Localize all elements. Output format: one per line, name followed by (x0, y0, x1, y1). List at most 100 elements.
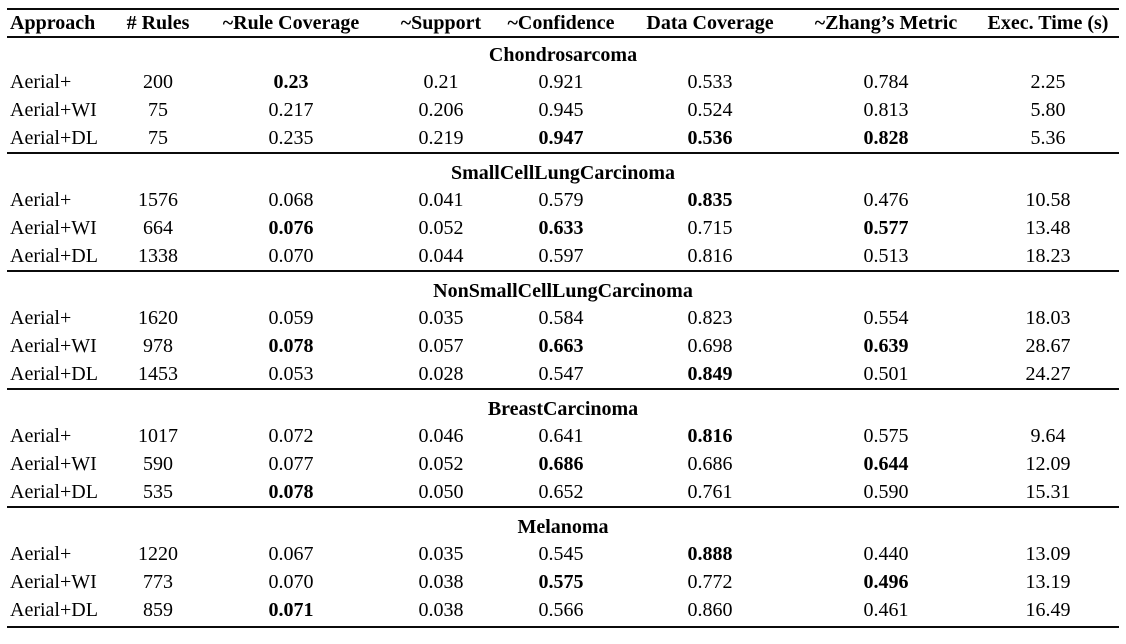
value-cell: 0.584 (538, 307, 584, 329)
value-cell: 590 (143, 453, 173, 475)
table-row: Aerial+DL 535 0.078 0.050 0.652 0.761 0.590 15.… (7, 478, 1119, 507)
value-cell: 1620 (138, 307, 178, 329)
value-cell: 0.641 (538, 425, 584, 447)
value-cell: 664 (143, 217, 173, 239)
approach-cell: Aerial+DL (10, 363, 98, 385)
section-title-row: Melanoma (7, 506, 1119, 540)
value-cell: 978 (143, 335, 173, 357)
value-cell: 0.035 (418, 543, 464, 565)
value-cell: 12.09 (1025, 453, 1071, 475)
table-row: Aerial+ 1576 0.068 0.041 0.579 0.835 0.476 10.5… (7, 186, 1119, 214)
value-cell: 0.071 (268, 599, 314, 621)
value-cell: 0.536 (687, 127, 733, 149)
table-row: Aerial+DL 859 0.071 0.038 0.566 0.860 0.461 16.… (7, 596, 1119, 627)
value-cell: 0.888 (687, 543, 733, 565)
value-cell: 0.078 (268, 481, 314, 503)
value-cell: 200 (143, 71, 173, 93)
value-cell: 0.072 (268, 425, 314, 447)
value-cell: 0.041 (418, 189, 464, 211)
value-cell: 0.547 (538, 363, 584, 385)
value-cell: 0.652 (538, 481, 584, 503)
results-table: Approach # Rules ~Rule Coverage ~Support ~Co… (7, 8, 1119, 628)
value-cell: 0.545 (538, 543, 584, 565)
approach-cell: Aerial+WI (10, 99, 97, 121)
value-cell: 10.58 (1025, 189, 1071, 211)
value-cell: 0.078 (268, 335, 314, 357)
value-cell: 0.219 (418, 127, 464, 149)
paper-page: Approach # Rules ~Rule Coverage ~Support ~Co… (0, 8, 1126, 644)
value-cell: 0.663 (538, 335, 584, 357)
value-cell: 9.64 (1030, 425, 1066, 447)
section-title: Melanoma (7, 506, 1119, 540)
value-cell: 15.31 (1025, 481, 1071, 503)
value-cell: 0.235 (268, 127, 314, 149)
value-cell: 0.524 (687, 99, 733, 121)
value-cell: 535 (143, 481, 173, 503)
column-header: ~Support (385, 9, 497, 38)
value-cell: 0.035 (418, 307, 464, 329)
value-cell: 0.076 (268, 217, 314, 239)
value-cell: 24.27 (1025, 363, 1071, 385)
approach-cell: Aerial+WI (10, 335, 97, 357)
table-row: Aerial+WI 773 0.070 0.038 0.575 0.772 0.496 13.… (7, 568, 1119, 596)
value-cell: 0.686 (687, 453, 733, 475)
approach-cell: Aerial+DL (10, 127, 98, 149)
approach-cell: Aerial+DL (10, 481, 98, 503)
value-cell: 0.947 (538, 127, 584, 149)
approach-cell: Aerial+WI (10, 571, 97, 593)
table-body: Chondrosarcoma Aerial+ 200 0.23 0.21 0.921 0.5… (7, 37, 1119, 627)
value-cell: 0.206 (418, 99, 464, 121)
value-cell: 773 (143, 571, 173, 593)
table-row: Aerial+DL 1453 0.053 0.028 0.547 0.849 0.501 24… (7, 360, 1119, 389)
value-cell: 1017 (138, 425, 178, 447)
value-cell: 0.513 (863, 245, 909, 267)
column-header: ~Rule Coverage (197, 9, 385, 38)
value-cell: 0.816 (687, 425, 733, 447)
value-cell: 0.575 (538, 571, 584, 593)
value-cell: 0.816 (687, 245, 733, 267)
value-cell: 18.23 (1025, 245, 1071, 267)
value-cell: 0.059 (268, 307, 314, 329)
table-row: Aerial+ 1620 0.059 0.035 0.584 0.823 0.554 18.0… (7, 304, 1119, 332)
value-cell: 0.579 (538, 189, 584, 211)
column-header: Exec. Time (s) (977, 9, 1119, 38)
value-cell: 1338 (138, 245, 178, 267)
value-cell: 16.49 (1025, 599, 1071, 621)
value-cell: 0.21 (423, 71, 459, 93)
section-title: Chondrosarcoma (488, 44, 638, 66)
approach-cell: Aerial+ (10, 543, 72, 565)
section-title-row: Chondrosarcoma (7, 37, 1119, 68)
value-cell: 0.715 (687, 217, 733, 239)
column-header: ~Zhang’s Metric (795, 9, 977, 38)
approach-cell: Aerial+ (10, 189, 72, 211)
value-cell: 0.921 (538, 71, 584, 93)
column-header: ~Confidence (497, 9, 625, 38)
value-cell: 0.828 (863, 127, 909, 149)
value-cell: 0.057 (418, 335, 464, 357)
value-cell: 0.070 (268, 571, 314, 593)
value-cell: 0.860 (687, 599, 733, 621)
value-cell: 0.501 (863, 363, 909, 385)
value-cell: 0.566 (538, 599, 584, 621)
value-cell: 0.575 (863, 425, 909, 447)
value-cell: 0.784 (863, 71, 909, 93)
table-row: Aerial+DL 1338 0.070 0.044 0.597 0.816 0.513 18… (7, 242, 1119, 271)
value-cell: 75 (148, 99, 168, 121)
value-cell: 0.633 (538, 217, 584, 239)
column-header: # Rules (119, 9, 197, 38)
value-cell: 0.945 (538, 99, 584, 121)
section-title: BreastCarcinoma (7, 388, 1119, 422)
value-cell: 0.068 (268, 189, 314, 211)
value-cell: 0.849 (687, 363, 733, 385)
value-cell: 5.36 (1030, 127, 1066, 149)
approach-cell: Aerial+ (10, 307, 72, 329)
table-row: Aerial+DL 75 0.235 0.219 0.947 0.536 0.828 5.36 (7, 124, 1119, 153)
value-cell: 0.823 (687, 307, 733, 329)
value-cell: 0.533 (687, 71, 733, 93)
value-cell: 0.686 (538, 453, 584, 475)
value-cell: 2.25 (1030, 71, 1066, 93)
header-row: Approach # Rules ~Rule Coverage ~Support ~Co… (7, 9, 1119, 38)
value-cell: 0.23 (273, 71, 309, 93)
table-row: Aerial+ 1220 0.067 0.035 0.545 0.888 0.440 13.0… (7, 540, 1119, 568)
section-title-row: NonSmallCellLungCarcinoma (7, 270, 1119, 304)
